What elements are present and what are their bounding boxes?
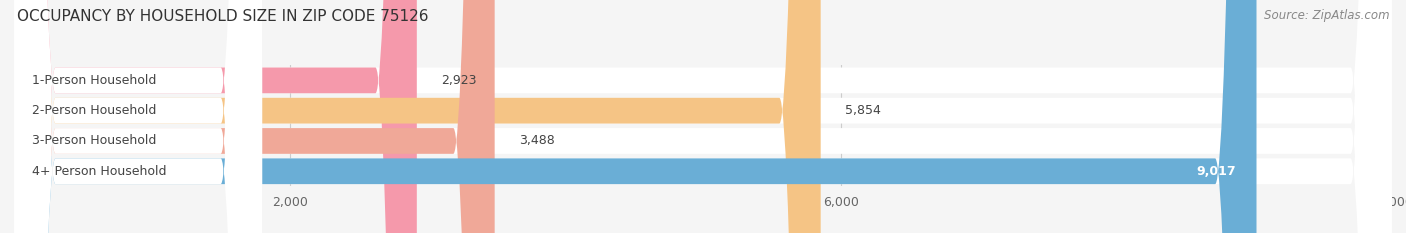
Text: 4+ Person Household: 4+ Person Household xyxy=(32,165,166,178)
FancyBboxPatch shape xyxy=(14,0,1392,233)
Text: Source: ZipAtlas.com: Source: ZipAtlas.com xyxy=(1264,9,1389,22)
FancyBboxPatch shape xyxy=(14,0,495,233)
FancyBboxPatch shape xyxy=(14,0,262,233)
FancyBboxPatch shape xyxy=(14,0,262,233)
FancyBboxPatch shape xyxy=(14,0,1392,233)
Text: 3,488: 3,488 xyxy=(519,134,555,147)
FancyBboxPatch shape xyxy=(14,0,1392,233)
Text: 2-Person Household: 2-Person Household xyxy=(32,104,156,117)
Text: 1-Person Household: 1-Person Household xyxy=(32,74,156,87)
Text: 5,854: 5,854 xyxy=(845,104,882,117)
FancyBboxPatch shape xyxy=(14,0,821,233)
Text: 3-Person Household: 3-Person Household xyxy=(32,134,156,147)
FancyBboxPatch shape xyxy=(14,0,1392,233)
Text: 9,017: 9,017 xyxy=(1197,165,1236,178)
FancyBboxPatch shape xyxy=(14,0,262,233)
Text: 2,923: 2,923 xyxy=(441,74,477,87)
Text: OCCUPANCY BY HOUSEHOLD SIZE IN ZIP CODE 75126: OCCUPANCY BY HOUSEHOLD SIZE IN ZIP CODE … xyxy=(17,9,429,24)
FancyBboxPatch shape xyxy=(14,0,416,233)
FancyBboxPatch shape xyxy=(14,0,1257,233)
FancyBboxPatch shape xyxy=(14,0,262,233)
